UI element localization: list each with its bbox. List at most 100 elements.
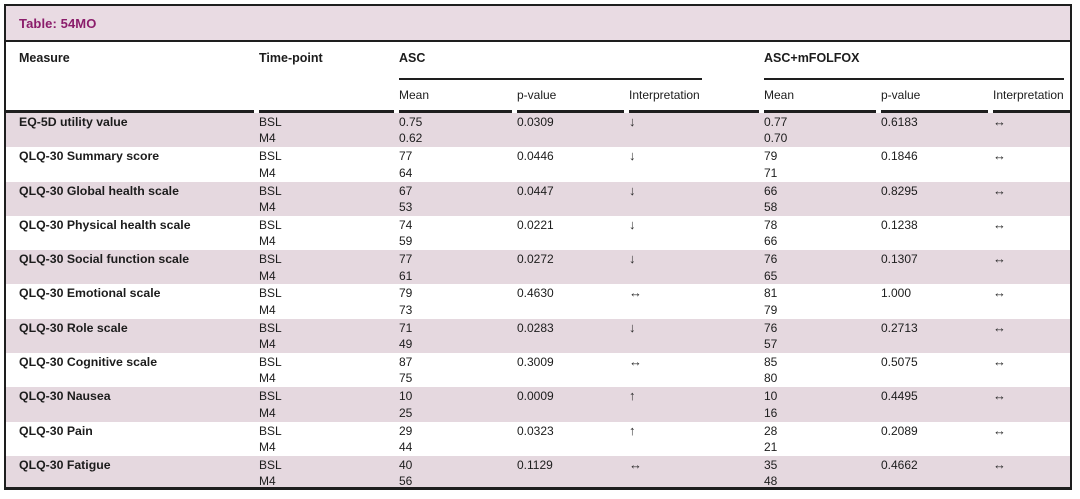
asc-mean-values: 40 56: [399, 457, 517, 489]
interpretation-arrow-icon: ↔: [993, 114, 1006, 129]
folfox-pvalue: 0.2713: [881, 320, 918, 335]
folfox-mean-values: 10 16: [764, 388, 881, 421]
group-header-asc-label: ASC: [399, 51, 426, 65]
row-measure-label: QLQ-30 Nausea: [19, 389, 111, 404]
table-row: QLQ-30 Global health scale BSL M4 67 53 …: [6, 181, 1070, 216]
asc-mean-values: 87 75: [399, 354, 517, 387]
folfox-pvalue: 0.2089: [881, 423, 918, 438]
table-header: Measure Time-point ASC ASC+mFOLFOX Mean …: [6, 42, 1070, 107]
asc-mean-values: 29 44: [399, 423, 517, 456]
timepoint-m4: M4: [259, 131, 276, 146]
table-row: QLQ-30 Social function scale BSL M4 77 6…: [6, 250, 1070, 285]
group-header-asc: ASC: [399, 49, 702, 80]
asc-interpretation: ↓: [629, 320, 764, 353]
interpretation-arrow-icon: ↔: [993, 285, 1006, 301]
folfox-mean-m4: 65: [764, 268, 778, 283]
folfox-mean-values: 66 58: [764, 183, 881, 216]
row-measure-label: QLQ-30 Summary score: [19, 149, 160, 164]
asc-mean-values: 0.75 0.62: [399, 114, 517, 147]
folfox-interpretation: ↔: [993, 183, 1066, 216]
folfox-pvalue: 0.4495: [881, 389, 918, 404]
asc-mean-bsl: 79: [399, 286, 413, 301]
timepoint-bsl: BSL: [259, 320, 282, 335]
row-measure-label: QLQ-30 Physical health scale: [19, 217, 191, 232]
folfox-interpretation: ↔: [993, 388, 1066, 421]
table-row: EQ-5D utility value BSL M4 0.75 0.62 0.0…: [6, 113, 1070, 148]
folfox-mean-bsl: 35: [764, 457, 778, 472]
row-measure-label: QLQ-30 Social function scale: [19, 252, 190, 267]
asc-pvalue: 0.0272: [517, 252, 554, 267]
asc-interpretation: ↓: [629, 148, 764, 181]
asc-interpretation: ↔: [629, 354, 764, 387]
asc-mean-m4: 0.62: [399, 131, 423, 146]
timepoint-m4: M4: [259, 200, 276, 214]
asc-pvalue: 0.0009: [517, 389, 554, 404]
table-title: Table: 54MO: [19, 15, 97, 31]
timepoint-bsl: BSL: [259, 286, 282, 301]
timepoint-m4: M4: [259, 337, 276, 352]
table-row: QLQ-30 Role scale BSL M4 71 49 0.0283 ↓ …: [6, 318, 1070, 354]
asc-interpretation: ↓: [629, 251, 764, 284]
interpretation-arrow-icon: ↓: [629, 216, 636, 232]
subheader-asc-interpretation: Interpretation: [629, 88, 700, 102]
folfox-mean-values: 85 80: [764, 354, 881, 387]
row-timepoints: BSL M4: [259, 285, 399, 318]
interpretation-arrow-icon: ↔: [629, 354, 642, 370]
folfox-mean-values: 35 48: [764, 457, 881, 489]
interpretation-arrow-icon: ↔: [629, 456, 642, 472]
asc-mean-m4: 73: [399, 302, 413, 317]
results-table-54mo: Table: 54MO Measure Time-point ASC ASC+m…: [4, 4, 1072, 490]
table-row: QLQ-30 Pain BSL M4 29 44 0.0323 ↑ 28 21 …: [6, 422, 1070, 456]
row-timepoints: BSL M4: [259, 114, 399, 147]
row-timepoints: BSL M4: [259, 320, 399, 353]
table-row: QLQ-30 Cognitive scale BSL M4 87 75 0.30…: [6, 353, 1070, 387]
row-measure-label: QLQ-30 Global health scale: [19, 183, 179, 198]
asc-mean-m4: 44: [399, 440, 413, 455]
interpretation-arrow-icon: ↔: [993, 388, 1006, 404]
timepoint-bsl: BSL: [259, 115, 282, 129]
interpretation-arrow-icon: ↓: [629, 114, 636, 129]
folfox-interpretation: ↔: [993, 320, 1066, 353]
folfox-mean-bsl: 0.77: [764, 115, 788, 129]
folfox-pvalue: 0.5075: [881, 355, 918, 370]
row-measure-label: QLQ-30 Emotional scale: [19, 286, 161, 301]
asc-mean-m4: 64: [399, 165, 413, 180]
asc-interpretation: ↓: [629, 183, 764, 216]
asc-mean-m4: 49: [399, 337, 413, 352]
interpretation-arrow-icon: ↔: [993, 319, 1006, 335]
timepoint-bsl: BSL: [259, 252, 282, 267]
folfox-mean-bsl: 66: [764, 183, 778, 198]
timepoint-m4: M4: [259, 440, 276, 455]
interpretation-arrow-icon: ↔: [993, 182, 1006, 198]
asc-mean-m4: 61: [399, 268, 413, 283]
row-measure-label: QLQ-30 Pain: [19, 423, 93, 438]
folfox-pvalue: 0.6183: [881, 115, 918, 129]
folfox-mean-bsl: 28: [764, 423, 778, 438]
row-measure-label: QLQ-30 Cognitive scale: [19, 355, 158, 370]
asc-mean-m4: 56: [399, 474, 413, 489]
folfox-pvalue: 0.1846: [881, 149, 918, 164]
folfox-mean-m4: 66: [764, 234, 778, 249]
interpretation-arrow-icon: ↔: [993, 422, 1006, 438]
folfox-mean-values: 0.77 0.70: [764, 114, 881, 147]
asc-mean-bsl: 74: [399, 217, 413, 232]
folfox-mean-m4: 48: [764, 474, 778, 489]
folfox-interpretation: ↔: [993, 148, 1066, 181]
folfox-mean-values: 76 57: [764, 320, 881, 353]
timepoint-bsl: BSL: [259, 217, 282, 232]
timepoint-bsl: BSL: [259, 183, 282, 198]
asc-interpretation: ↔: [629, 285, 764, 318]
interpretation-arrow-icon: ↔: [993, 216, 1006, 232]
folfox-interpretation: ↔: [993, 285, 1066, 318]
asc-mean-values: 77 61: [399, 251, 517, 284]
interpretation-arrow-icon: ↓: [629, 182, 636, 198]
folfox-mean-bsl: 76: [764, 252, 778, 267]
table-row: QLQ-30 Emotional scale BSL M4 79 73 0.46…: [6, 284, 1070, 318]
row-timepoints: BSL M4: [259, 388, 399, 421]
row-timepoints: BSL M4: [259, 148, 399, 181]
col-header-timepoint: Time-point: [259, 51, 323, 65]
row-timepoints: BSL M4: [259, 251, 399, 284]
folfox-mean-bsl: 81: [764, 286, 778, 301]
asc-pvalue: 0.0221: [517, 217, 554, 232]
timepoint-m4: M4: [259, 474, 276, 489]
